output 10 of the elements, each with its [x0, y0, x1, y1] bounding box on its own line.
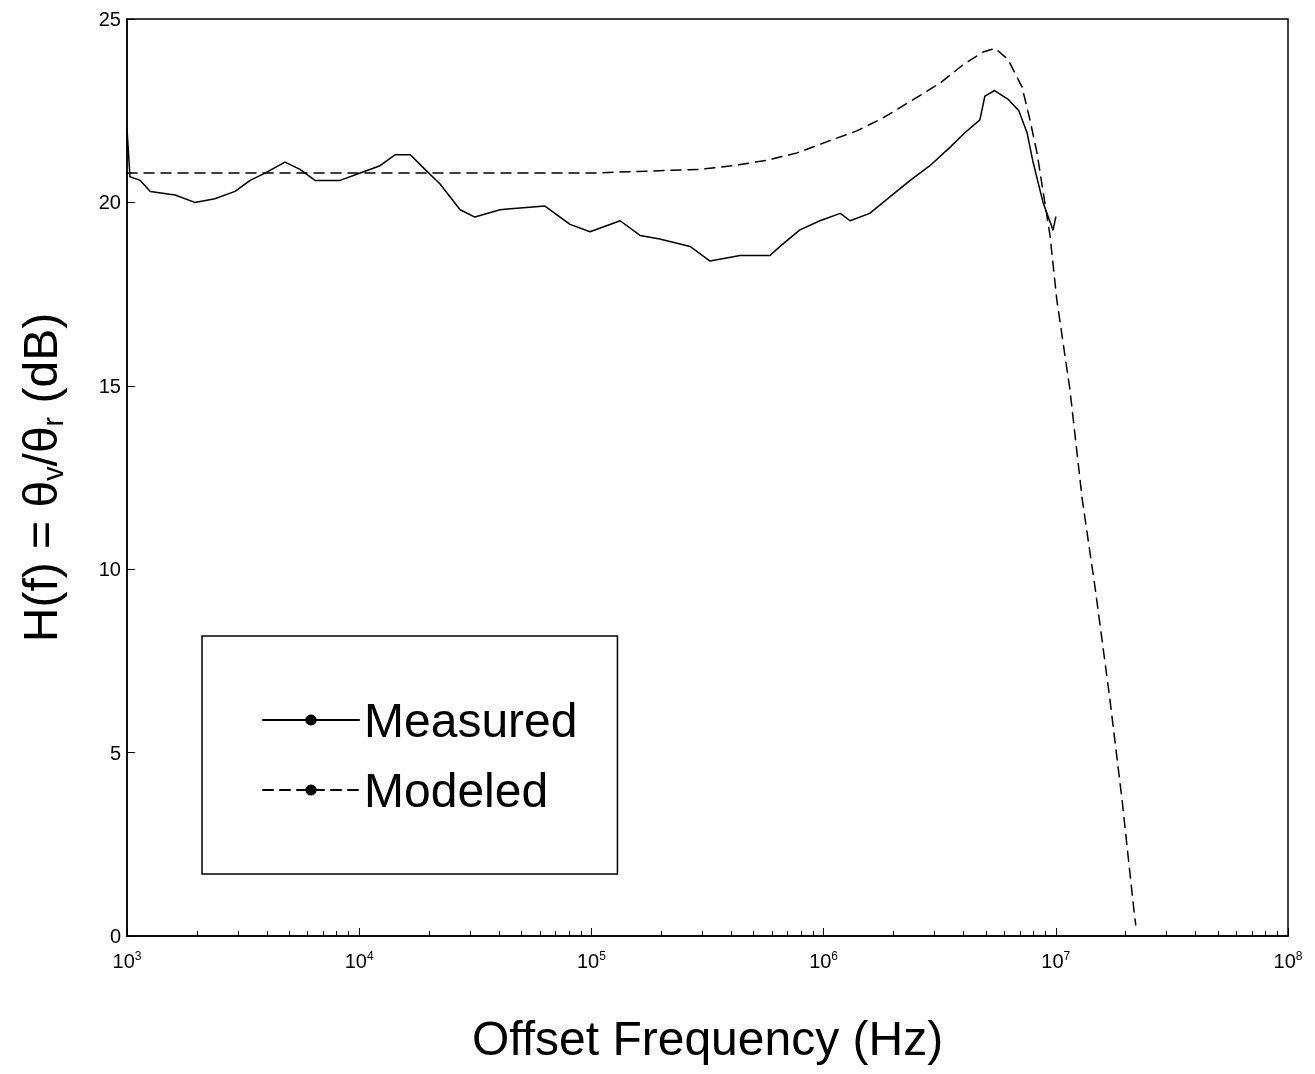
y-tick-label: 5 [109, 741, 121, 764]
y-tick-label: 25 [98, 8, 121, 30]
y-axis-title: H(f) = θv/θr (dB) [14, 312, 69, 643]
y-tick-label: 0 [109, 925, 121, 947]
y-tick-label: 15 [98, 374, 121, 397]
x-axis-title: Offset Frequency (Hz) [471, 1011, 944, 1065]
legend-label: Modeled [364, 763, 549, 817]
legend-label: Measured [364, 693, 578, 747]
y-tick-label: 20 [98, 191, 121, 214]
y-tick-label: 10 [98, 558, 121, 581]
